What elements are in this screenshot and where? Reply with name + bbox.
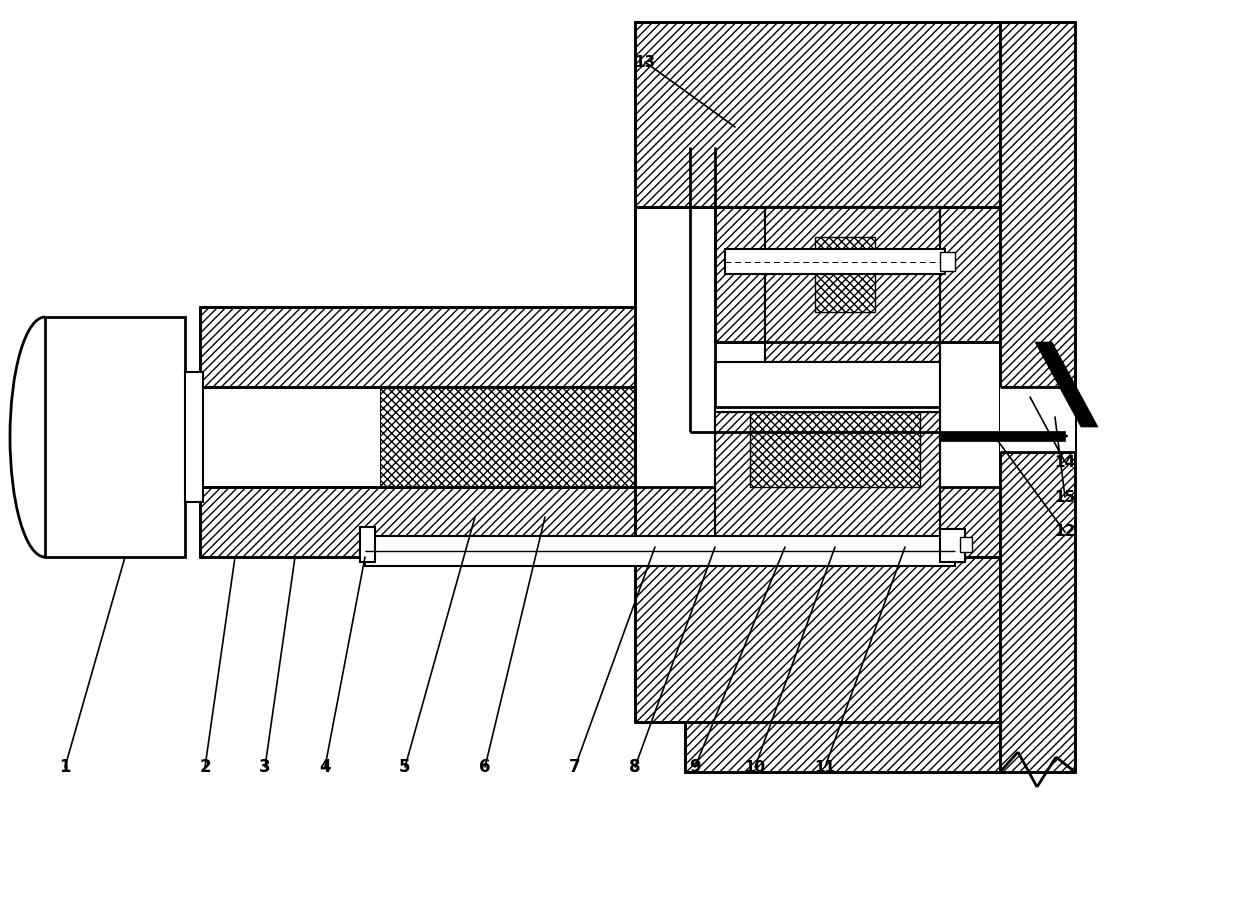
Bar bbox=[199, 487, 636, 557]
Bar bbox=[636, 557, 1000, 722]
Text: 15: 15 bbox=[1054, 490, 1075, 504]
Text: 6: 6 bbox=[479, 758, 491, 776]
Bar bbox=[715, 412, 940, 557]
Bar bbox=[940, 252, 955, 271]
Bar bbox=[380, 387, 636, 487]
Bar bbox=[199, 307, 636, 387]
Text: 5: 5 bbox=[399, 758, 411, 776]
Text: 11: 11 bbox=[814, 760, 835, 774]
Bar bbox=[199, 387, 636, 487]
Text: 1: 1 bbox=[59, 758, 71, 776]
Bar bbox=[1000, 22, 1075, 772]
Bar bbox=[750, 412, 921, 487]
Bar bbox=[199, 387, 380, 487]
Polygon shape bbox=[1035, 342, 1098, 427]
Text: 13: 13 bbox=[634, 54, 655, 69]
Bar bbox=[366, 536, 955, 565]
Bar bbox=[764, 207, 940, 362]
Bar bbox=[940, 431, 1066, 441]
Bar bbox=[1000, 387, 1075, 452]
Text: 2: 2 bbox=[199, 758, 211, 776]
Bar bbox=[715, 412, 940, 557]
Bar bbox=[725, 249, 945, 274]
Bar bbox=[636, 487, 1000, 557]
Bar bbox=[960, 537, 973, 552]
Bar bbox=[715, 207, 1000, 342]
Bar bbox=[361, 527, 375, 562]
Bar bbox=[815, 237, 875, 312]
Text: 10: 10 bbox=[745, 760, 766, 774]
Bar bbox=[185, 372, 203, 502]
Text: 9: 9 bbox=[689, 758, 701, 776]
Text: 7: 7 bbox=[569, 758, 581, 776]
Bar bbox=[764, 362, 940, 412]
Bar bbox=[715, 362, 940, 412]
Bar bbox=[636, 22, 1000, 207]
Text: 14: 14 bbox=[1054, 455, 1075, 469]
Text: 8: 8 bbox=[629, 758, 641, 776]
Bar bbox=[45, 317, 185, 557]
Text: 3: 3 bbox=[259, 758, 271, 776]
Bar bbox=[940, 529, 965, 562]
Bar bbox=[764, 207, 940, 362]
Text: 4: 4 bbox=[320, 758, 331, 776]
Bar bbox=[1000, 387, 1075, 452]
Text: 12: 12 bbox=[1054, 525, 1075, 539]
Bar bbox=[685, 722, 1000, 772]
